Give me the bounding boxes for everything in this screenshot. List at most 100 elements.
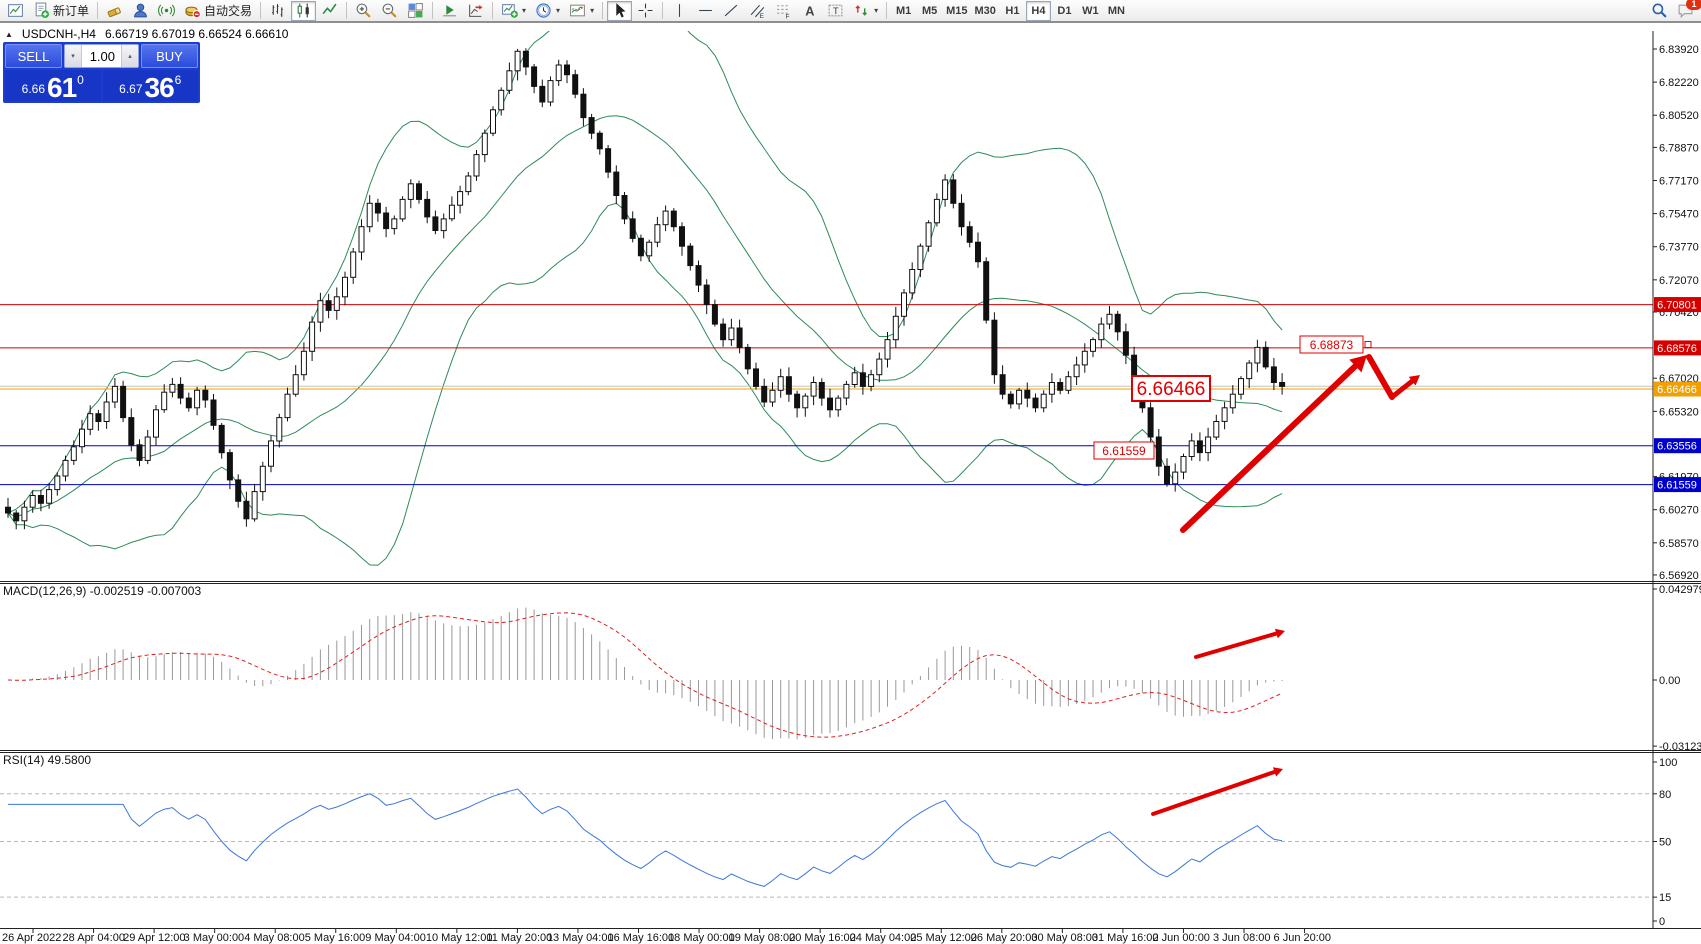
zoom-in-button[interactable] [351, 1, 376, 21]
svg-text:6.66466: 6.66466 [1657, 384, 1697, 396]
svg-text:30 May 08:00: 30 May 08:00 [1031, 932, 1098, 944]
bar-chart-mode-button[interactable] [265, 1, 290, 21]
timeframe-h4-button[interactable]: H4 [1025, 0, 1051, 21]
volume-increase-button[interactable]: ▴ [121, 45, 138, 67]
timeframe-w1-button[interactable]: W1 [1082, 4, 1099, 17]
new-order-button[interactable]: 新订单 [29, 1, 93, 21]
svg-text:28 Apr 04:00: 28 Apr 04:00 [63, 932, 125, 944]
separator [260, 2, 262, 19]
timeframe-m5-button[interactable]: M5 [921, 4, 938, 17]
svg-text:6.60270: 6.60270 [1659, 505, 1699, 517]
svg-text:T: T [833, 6, 839, 17]
buy-price[interactable]: 6.67 36 6 [102, 70, 198, 102]
zoom-out-icon [382, 3, 397, 18]
zoom-out-button[interactable] [377, 1, 402, 21]
svg-text:6.58570: 6.58570 [1659, 538, 1699, 550]
profile-button[interactable] [128, 1, 153, 21]
svg-text:6.82220: 6.82220 [1659, 77, 1699, 89]
timeframe-mn-button[interactable]: MN [1107, 4, 1125, 17]
bar-chart-icon [272, 4, 283, 17]
svg-text:25 May 12:00: 25 May 12:00 [910, 932, 977, 944]
separator [346, 2, 348, 19]
chart-window-icon [8, 4, 23, 17]
vertical-line-tool-button[interactable] [667, 1, 692, 21]
profiles-button[interactable]: ▾ [531, 1, 564, 21]
auto-trading-label: 自动交易 [204, 4, 253, 18]
one-click-trading-panel: SELL ▾ 1.00 ▴ BUY 6.66 61 0 6.67 36 6 [3, 42, 200, 103]
svg-text:6.70801: 6.70801 [1657, 300, 1697, 312]
templates-button[interactable]: ▾ [565, 1, 598, 21]
buy-price-point: 6 [174, 73, 182, 87]
dropdown-arrow-icon: ▾ [874, 6, 879, 15]
sell-price-base: 6.66 [21, 82, 45, 96]
auto-trading-button[interactable]: 自动交易 [180, 1, 256, 21]
timeframe-h1-button[interactable]: H1 [1005, 4, 1020, 17]
line-chart-mode-button[interactable] [317, 1, 342, 21]
svg-text:6.68576: 6.68576 [1657, 343, 1697, 355]
horizontal-line-icon [699, 9, 712, 12]
sell-price[interactable]: 6.66 61 0 [5, 70, 101, 102]
new-chart-button[interactable]: ▾ [497, 1, 530, 21]
svg-text:6.73770: 6.73770 [1659, 242, 1699, 254]
svg-text:6 Jun 20:00: 6 Jun 20:00 [1274, 932, 1332, 944]
crosshair-tool-button[interactable] [633, 1, 658, 21]
svg-text:MACD(12,26,9) -0.002519 -0.007: MACD(12,26,9) -0.002519 -0.007003 [3, 584, 201, 598]
timeframe-m1-button[interactable]: M1 [895, 4, 912, 17]
svg-text:26 Apr 2022: 26 Apr 2022 [2, 932, 61, 944]
tile-windows-button[interactable] [403, 1, 428, 21]
svg-text:15: 15 [1659, 892, 1671, 904]
symbol-period-label: USDCNH-,H4 [21, 27, 96, 41]
svg-text:29 Apr 12:00: 29 Apr 12:00 [123, 932, 185, 944]
sell-button[interactable]: SELL [5, 44, 62, 68]
svg-text:0.042979: 0.042979 [1659, 584, 1701, 596]
horizontal-line-tool-button[interactable] [693, 1, 718, 21]
auto-scroll-button[interactable] [437, 1, 462, 21]
new-order-icon [35, 2, 50, 19]
svg-text:18 May 00:00: 18 May 00:00 [668, 932, 735, 944]
volume-decrease-button[interactable]: ▾ [65, 45, 82, 67]
chart-window-button[interactable] [3, 1, 28, 21]
text-label-icon: T [828, 4, 843, 17]
text-tool-button[interactable]: A [797, 1, 822, 21]
channel-tool-button[interactable]: E [745, 1, 770, 21]
svg-text:E: E [760, 13, 764, 19]
arrows-tool-button[interactable]: ▾ [849, 1, 882, 21]
svg-text:6.66466: 6.66466 [1137, 379, 1206, 400]
svg-text:RSI(14) 49.5800: RSI(14) 49.5800 [3, 753, 91, 767]
volume-value[interactable]: 1.00 [89, 48, 115, 64]
search-button[interactable] [1647, 1, 1672, 21]
svg-text:10 May 12:00: 10 May 12:00 [426, 932, 493, 944]
separator [432, 2, 434, 19]
timeframe-d1-button[interactable]: D1 [1057, 4, 1072, 17]
svg-text:9 May 04:00: 9 May 04:00 [365, 932, 426, 944]
buy-price-base: 6.67 [119, 82, 143, 96]
equidistant-channel-icon: E [750, 4, 765, 19]
eraser-button[interactable] [102, 1, 127, 21]
signal-button[interactable] [154, 1, 179, 21]
crosshair-icon [638, 3, 653, 18]
svg-text:24 May 04:00: 24 May 04:00 [850, 932, 917, 944]
timeframe-m15-button[interactable]: M15 [946, 4, 968, 17]
text-label-tool-button[interactable]: T [823, 1, 848, 21]
fibonacci-tool-button[interactable]: F [771, 1, 796, 21]
trendline-tool-button[interactable] [719, 1, 744, 21]
svg-text:6.68873: 6.68873 [1310, 338, 1354, 352]
svg-text:100: 100 [1659, 757, 1677, 769]
notification-badge: 1 [1686, 0, 1701, 10]
svg-text:6.75470: 6.75470 [1659, 209, 1699, 221]
buy-button[interactable]: BUY [141, 44, 198, 68]
svg-text:6.65320: 6.65320 [1659, 406, 1699, 418]
chart-title: ▲ USDCNH-,H4 6.66719 6.67019 6.66524 6.6… [5, 27, 288, 41]
sell-price-point: 0 [77, 73, 84, 87]
svg-text:3 May 00:00: 3 May 00:00 [184, 932, 245, 944]
svg-text:0: 0 [1659, 916, 1665, 928]
svg-text:6.61559: 6.61559 [1102, 444, 1146, 458]
chart-shift-button[interactable] [463, 1, 488, 21]
timeframe-m30-button[interactable]: M30 [974, 4, 996, 17]
vertical-line-icon [679, 4, 681, 17]
candlestick-mode-button[interactable] [291, 0, 317, 21]
new-order-label: 新订单 [53, 4, 90, 18]
notifications-button[interactable]: 1 [1673, 0, 1701, 21]
cursor-tool-button[interactable] [607, 0, 633, 21]
chart-canvas[interactable]: 6.83920 6.82220 6.80520 6.78870 6.77170 6.754… [0, 23, 1701, 944]
